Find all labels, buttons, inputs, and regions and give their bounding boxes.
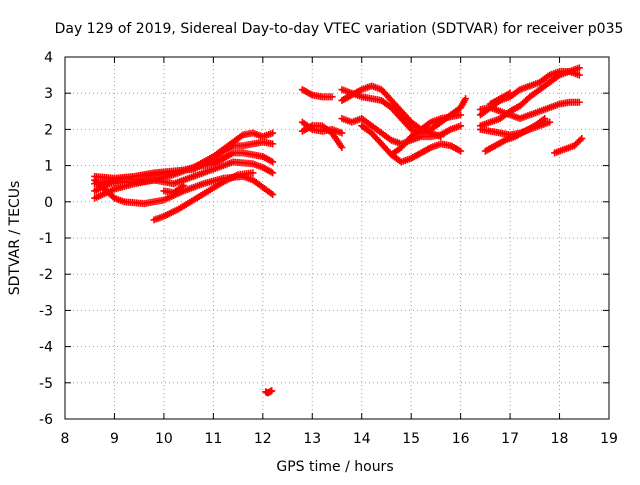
y-tick-label: 2 [44, 122, 53, 138]
y-tick-label: -1 [39, 231, 53, 247]
data-point [269, 169, 277, 177]
data-point [506, 89, 514, 97]
x-tick-label: 12 [254, 431, 272, 447]
data-point [575, 64, 583, 72]
series-track-07 [160, 182, 188, 197]
y-tick-label: 3 [44, 86, 53, 102]
data-point [457, 122, 465, 130]
x-tick-label: 13 [303, 431, 321, 447]
series-track-03 [91, 149, 277, 182]
y-tick-label: -5 [39, 376, 53, 392]
data-point [541, 115, 549, 123]
series-track-09 [298, 86, 336, 101]
y-tick-label: -2 [39, 267, 53, 283]
series-track-06 [150, 169, 257, 224]
chart-title: Day 129 of 2019, Sidereal Day-to-day VTE… [55, 21, 624, 37]
data-point [249, 169, 257, 177]
data-point [328, 93, 336, 101]
x-tick-label: 19 [600, 431, 618, 447]
data-point [269, 140, 277, 148]
x-axis-label: GPS time / hours [276, 459, 393, 475]
y-tick-label: -4 [39, 340, 53, 356]
series-track-11 [298, 122, 346, 151]
series-track-16 [387, 111, 465, 159]
series-track-19 [476, 98, 583, 123]
data-point [457, 111, 465, 119]
data-point [576, 136, 584, 144]
data-point [462, 95, 470, 103]
data-point [575, 98, 583, 106]
y-tick-label: 1 [44, 159, 53, 175]
x-tick-label: 17 [501, 431, 519, 447]
data-point [268, 387, 276, 395]
series-track-22 [486, 89, 514, 108]
series-track-13 [338, 86, 470, 137]
y-axis-label: SDTVAR / TECUs [7, 181, 23, 296]
x-tick-label: 11 [204, 431, 222, 447]
series-track-23 [551, 134, 586, 157]
y-tick-label: 4 [44, 50, 53, 66]
x-tick-label: 18 [551, 431, 569, 447]
data-point [338, 144, 346, 151]
data-points [91, 64, 586, 397]
data-point [269, 158, 277, 166]
data-point [269, 191, 277, 199]
y-tick-label: 0 [44, 195, 53, 211]
x-tick-label: 8 [61, 431, 70, 447]
x-tick-label: 10 [155, 431, 173, 447]
data-point [269, 129, 277, 137]
series-track-21 [481, 115, 549, 155]
x-tick-label: 9 [110, 431, 119, 447]
data-point [546, 118, 554, 126]
y-tick-label: -3 [39, 303, 53, 319]
data-point [338, 129, 346, 137]
series-track-08 [262, 387, 276, 397]
x-tick-label: 16 [452, 431, 470, 447]
x-tick-label: 15 [402, 431, 420, 447]
x-tick-label: 14 [353, 431, 371, 447]
data-point [180, 182, 188, 190]
data-point [457, 147, 465, 155]
data-point [575, 71, 583, 79]
series-track-04 [91, 158, 277, 195]
y-tick-label: -6 [39, 412, 53, 428]
data-point [578, 134, 586, 142]
